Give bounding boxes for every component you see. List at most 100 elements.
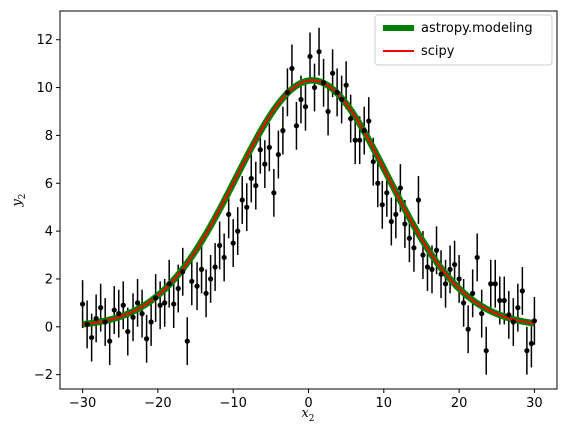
x-tick-label: −10 [219, 396, 246, 411]
data-point [334, 89, 340, 95]
x-tick-label: −20 [144, 396, 171, 411]
data-point [488, 281, 494, 287]
data-point [402, 221, 408, 227]
data-point [528, 340, 534, 347]
data-point [221, 254, 227, 261]
data-point [433, 247, 440, 253]
y-tick-label: 4 [45, 225, 53, 240]
data-point [506, 312, 512, 318]
y-tick-label: −2 [34, 368, 53, 383]
data-point [519, 288, 525, 294]
data-point [302, 104, 309, 110]
data-point [325, 108, 331, 115]
data-point [406, 235, 413, 241]
legend: astropy.modeling scipy [374, 14, 553, 66]
y-axis-label: y2 [10, 193, 28, 207]
data-point [180, 269, 186, 275]
y-tick-label: 6 [45, 177, 53, 192]
data-point [357, 137, 363, 143]
data-point [275, 151, 281, 158]
data-point [515, 305, 521, 311]
series-line-scipy [82, 79, 535, 326]
y-tick-label: 2 [45, 272, 53, 287]
data-point [293, 123, 300, 129]
data-point [93, 315, 99, 322]
data-point [212, 264, 218, 270]
data-point [230, 240, 236, 246]
data-point [456, 276, 462, 282]
data-point [284, 89, 291, 95]
data-point [531, 318, 538, 324]
data-point [411, 245, 417, 251]
data-point [116, 311, 122, 317]
data-point [189, 278, 195, 284]
x-tick-label: 30 [526, 396, 543, 411]
x-tick-label: −30 [69, 396, 96, 411]
data-point [239, 197, 245, 203]
data-point [415, 197, 422, 203]
data-point [139, 311, 145, 317]
data-point [157, 302, 163, 308]
data-point [226, 211, 232, 217]
y-tick-label: 12 [36, 33, 53, 48]
x-axis-label: x2 [301, 406, 314, 424]
data-point [111, 307, 117, 313]
data-point [343, 82, 349, 88]
data-point [375, 180, 381, 186]
data-point [257, 147, 263, 153]
data-point [166, 281, 172, 287]
y-axis: −2 0 2 4 6 8 10 12 [34, 33, 60, 383]
data-point [148, 319, 154, 325]
data-point [510, 319, 516, 325]
y-tick-label: 10 [36, 81, 53, 96]
data-point [79, 301, 86, 307]
legend-box [374, 14, 553, 66]
data-point [465, 326, 471, 332]
data-point [501, 297, 507, 304]
data-point [84, 321, 90, 328]
data-point [248, 175, 254, 182]
data-point [198, 266, 205, 272]
data-point [352, 137, 358, 143]
x-axis: −30 −20 −10 0 10 20 30 [69, 389, 543, 411]
legend-label-scipy: scipy [421, 44, 455, 59]
data-point [524, 348, 530, 354]
data-point [361, 128, 367, 134]
data-point [474, 254, 480, 261]
data-point [420, 252, 426, 258]
data-point [262, 161, 268, 167]
data-point [424, 264, 431, 270]
data-point [102, 319, 108, 325]
data-point [208, 276, 214, 282]
data-point [451, 261, 458, 268]
data-point [479, 311, 485, 317]
data-point [153, 295, 159, 301]
data-point [461, 300, 467, 306]
data-point [388, 218, 394, 225]
y-tick-label: 8 [45, 129, 53, 144]
data-point [320, 80, 327, 86]
data-point [120, 302, 126, 308]
data-point [348, 116, 354, 122]
data-point [125, 328, 131, 335]
x-tick-label: 20 [451, 396, 468, 411]
data-point [244, 204, 250, 210]
data-point [329, 70, 336, 76]
data-point [271, 190, 277, 196]
data-point [470, 290, 476, 296]
data-point [235, 228, 241, 234]
data-point [162, 300, 168, 306]
data-point [289, 65, 295, 72]
data-point [429, 266, 435, 272]
data-point [298, 96, 304, 103]
data-point [316, 49, 322, 55]
data-point [384, 190, 390, 196]
data-point [194, 283, 200, 289]
data-point [366, 118, 372, 124]
data-point [89, 334, 95, 341]
data-point [438, 271, 444, 277]
data-point [447, 266, 453, 272]
